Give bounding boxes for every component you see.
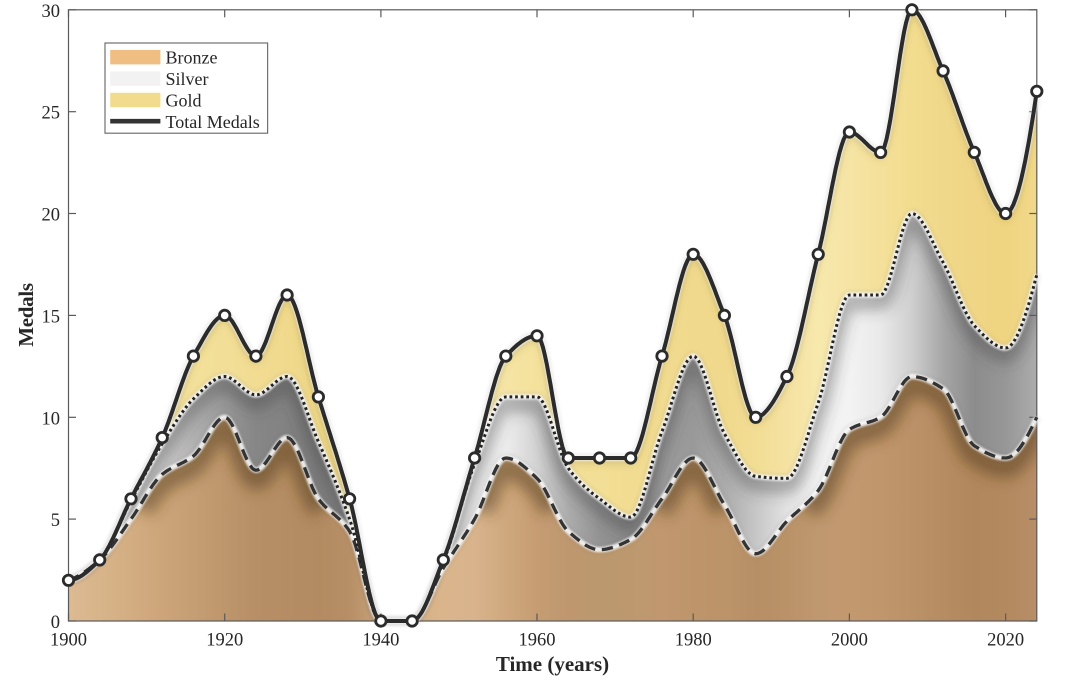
svg-text:0: 0 xyxy=(51,613,60,633)
svg-text:20: 20 xyxy=(42,206,61,226)
svg-text:25: 25 xyxy=(42,104,61,124)
svg-text:Medals: Medals xyxy=(14,283,38,347)
svg-text:2020: 2020 xyxy=(987,631,1024,651)
svg-text:1960: 1960 xyxy=(519,631,556,651)
svg-text:1900: 1900 xyxy=(50,631,87,651)
svg-text:Bronze: Bronze xyxy=(166,48,218,68)
svg-text:Gold: Gold xyxy=(166,90,202,110)
svg-text:30: 30 xyxy=(42,2,61,22)
svg-text:5: 5 xyxy=(51,511,60,531)
svg-text:1980: 1980 xyxy=(675,631,712,651)
svg-text:1940: 1940 xyxy=(362,631,399,651)
svg-text:Total Medals: Total Medals xyxy=(166,112,260,132)
svg-text:Time (years): Time (years) xyxy=(496,652,609,676)
svg-text:15: 15 xyxy=(42,307,61,327)
svg-text:2000: 2000 xyxy=(831,631,868,651)
svg-text:1920: 1920 xyxy=(206,631,243,651)
svg-text:Silver: Silver xyxy=(166,69,209,89)
svg-text:10: 10 xyxy=(42,409,61,429)
